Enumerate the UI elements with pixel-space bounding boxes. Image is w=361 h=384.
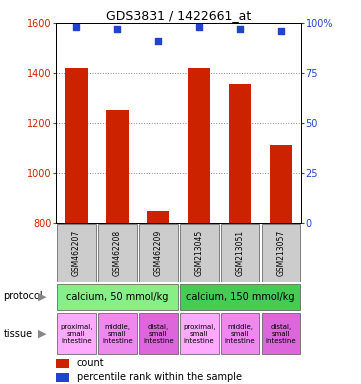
Bar (188, 68, 210, 223)
Text: proximal,
small
intestine: proximal, small intestine (60, 323, 93, 344)
Bar (229, 84, 251, 223)
Text: ▶: ▶ (38, 329, 47, 339)
Text: GSM462208: GSM462208 (113, 229, 122, 276)
Text: count: count (77, 358, 104, 368)
Bar (106, 111, 129, 223)
Point (278, 28, 284, 34)
Bar (147, 212, 170, 223)
Point (237, 26, 243, 32)
Text: GSM462209: GSM462209 (154, 229, 163, 276)
Bar (57, 313, 96, 354)
Bar (98, 224, 137, 281)
Bar (180, 224, 218, 281)
Bar (261, 224, 300, 281)
Text: GSM213045: GSM213045 (195, 229, 204, 276)
Text: GSM213051: GSM213051 (236, 229, 244, 276)
Text: distal,
small
intestine: distal, small intestine (143, 323, 174, 344)
Point (155, 38, 161, 44)
Text: middle,
small
intestine: middle, small intestine (225, 323, 255, 344)
Bar (221, 224, 260, 281)
Bar (261, 313, 300, 354)
Bar (57, 284, 178, 310)
Text: calcium, 150 mmol/kg: calcium, 150 mmol/kg (186, 292, 294, 302)
Bar (221, 313, 260, 354)
Bar (180, 313, 218, 354)
Bar (57, 224, 96, 281)
Text: middle,
small
intestine: middle, small intestine (102, 323, 132, 344)
Text: protocol: protocol (4, 291, 43, 301)
Text: tissue: tissue (4, 329, 33, 339)
Bar (139, 313, 178, 354)
Bar (139, 224, 178, 281)
Point (196, 24, 202, 30)
Text: GSM462207: GSM462207 (72, 229, 81, 276)
Bar (56, 359, 69, 368)
Text: GSM213057: GSM213057 (277, 229, 286, 276)
Title: GDS3831 / 1422661_at: GDS3831 / 1422661_at (106, 9, 251, 22)
Text: distal,
small
intestine: distal, small intestine (266, 323, 296, 344)
Bar (65, 68, 88, 223)
Bar (56, 373, 69, 382)
Bar (270, 146, 292, 223)
Text: ▶: ▶ (38, 291, 47, 301)
Bar (98, 313, 137, 354)
Bar (180, 284, 300, 310)
Text: proximal,
small
intestine: proximal, small intestine (183, 323, 216, 344)
Point (114, 26, 120, 32)
Text: percentile rank within the sample: percentile rank within the sample (77, 372, 242, 382)
Point (74, 24, 79, 30)
Text: calcium, 50 mmol/kg: calcium, 50 mmol/kg (66, 292, 169, 302)
